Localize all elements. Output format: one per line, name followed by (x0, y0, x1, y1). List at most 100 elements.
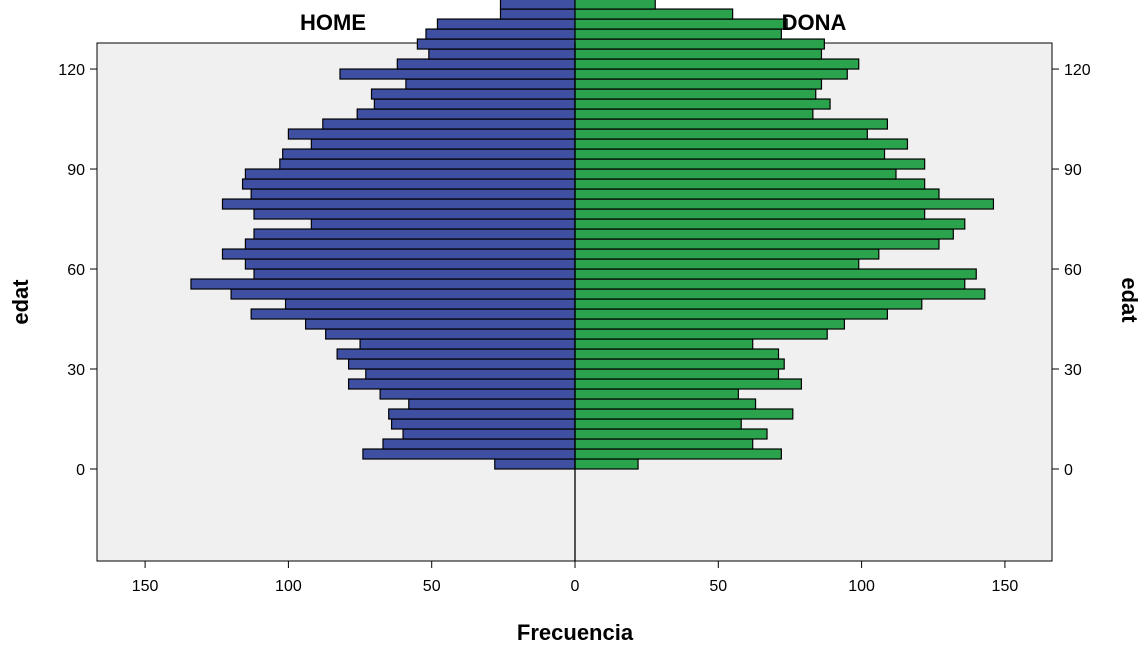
home-bar (221, 248, 576, 260)
dona-bar (574, 138, 909, 150)
home-bar (284, 298, 576, 310)
x-tick-label: 100 (275, 578, 302, 595)
home-bar (494, 458, 576, 470)
y-tick-label-right: 90 (1064, 162, 1082, 179)
dona-bar (574, 388, 739, 400)
home-bar (339, 68, 576, 80)
y-tick-label-right: 120 (1064, 62, 1091, 79)
dona-bar (574, 308, 888, 320)
home-bar (282, 148, 576, 160)
x-tick-label: 50 (709, 578, 727, 595)
home-bar (379, 388, 576, 400)
y-tick-label-right: 60 (1064, 262, 1082, 279)
home-bar (250, 308, 576, 320)
dona-bar (574, 98, 831, 110)
dona-bar (574, 428, 768, 440)
dona-bar (574, 128, 868, 140)
y-tick-label-left: 60 (67, 262, 85, 279)
home-bar (373, 98, 576, 110)
dona-bar (574, 148, 886, 160)
dona-bar (574, 318, 846, 330)
home-bar (279, 158, 576, 170)
home-bar (253, 228, 576, 240)
home-bar (347, 358, 576, 370)
home-bar (250, 188, 576, 200)
home-bar (416, 38, 576, 50)
dona-bar (574, 338, 754, 350)
dona-bar (574, 278, 966, 290)
home-bar (428, 48, 576, 60)
dona-bar (574, 8, 734, 20)
dona-bar (574, 258, 860, 270)
dona-bar (574, 328, 828, 340)
dona-bar (574, 28, 782, 40)
dona-bar (574, 78, 823, 90)
dona-bar (574, 0, 656, 10)
home-bar (362, 448, 576, 460)
dona-bar (574, 168, 897, 180)
dona-bar (574, 178, 926, 190)
y-tick-label-right: 0 (1064, 462, 1073, 479)
dona-bar (574, 88, 817, 100)
dona-bar (574, 18, 788, 30)
home-bar (365, 368, 576, 380)
home-bar (396, 58, 576, 70)
home-bar (425, 28, 576, 40)
home-bar (382, 438, 576, 450)
home-bar (244, 238, 576, 250)
dona-bar (574, 108, 814, 120)
dona-bar (574, 368, 780, 380)
home-bar (253, 268, 576, 280)
dona-bar (574, 448, 782, 460)
x-tick-label: 150 (132, 578, 159, 595)
home-bar (336, 348, 576, 360)
home-bar (304, 318, 576, 330)
home-bar (356, 108, 576, 120)
home-bar (347, 378, 576, 390)
ticks-group: 150 100 50 0 50 100 150 0 0 30 30 60 60 90 90 120 120 (58, 62, 1091, 595)
home-bar (241, 178, 576, 190)
dona-bar (574, 208, 926, 220)
home-bar (388, 408, 576, 420)
y-axis-title-left: edat (8, 279, 33, 325)
y-tick-label-left: 120 (58, 62, 85, 79)
dona-bar (574, 408, 794, 420)
x-axis-title: Frecuencia (517, 620, 634, 645)
home-bar (230, 288, 576, 300)
dona-bar (574, 298, 923, 310)
home-bar (244, 168, 576, 180)
dona-bar (574, 38, 825, 50)
y-tick-label-left: 0 (76, 462, 85, 479)
dona-bar (574, 198, 995, 210)
dona-bar (574, 268, 977, 280)
home-bar (499, 8, 576, 20)
dona-bar (574, 188, 940, 200)
home-bar (436, 18, 576, 30)
dona-bar (574, 68, 848, 80)
home-bar (370, 88, 576, 100)
dona-bar (574, 158, 926, 170)
home-bar (408, 398, 576, 410)
y-tick-label-right: 30 (1064, 362, 1082, 379)
dona-bar (574, 218, 966, 230)
home-bar (253, 208, 576, 220)
dona-bar (574, 118, 888, 130)
dona-bar (574, 378, 803, 390)
home-bar (405, 78, 576, 90)
home-bar (244, 258, 576, 270)
y-tick-label-left: 30 (67, 362, 85, 379)
panel-title-dona: DONA (782, 10, 847, 35)
home-bar (322, 118, 576, 130)
dona-bar (574, 58, 860, 70)
home-bar (190, 278, 576, 290)
panel-title-home: HOME (300, 10, 366, 35)
home-bar (390, 418, 576, 430)
dona-bar (574, 238, 940, 250)
x-tick-label: 150 (992, 578, 1019, 595)
home-bar (325, 328, 576, 340)
y-tick-label-left: 90 (67, 162, 85, 179)
home-bar (402, 428, 576, 440)
dona-bar (574, 348, 780, 360)
x-tick-label: 50 (423, 578, 441, 595)
